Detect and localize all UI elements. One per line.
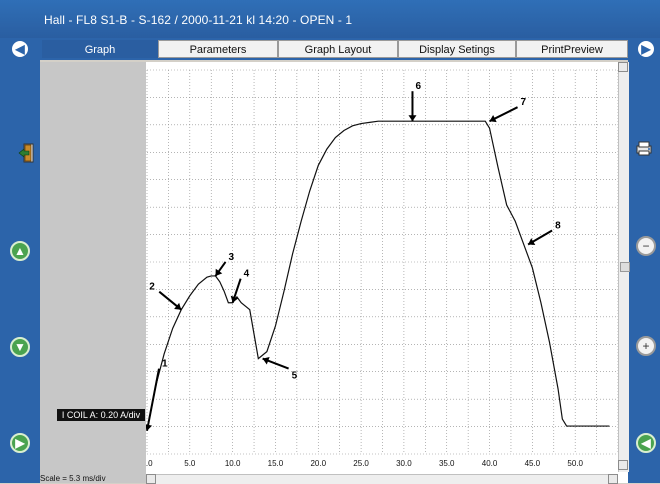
tab-graph-layout[interactable]: Graph Layout (278, 40, 398, 58)
green-down-icon[interactable]: ▼ (10, 337, 30, 357)
tab-graph[interactable]: Graph (42, 40, 158, 58)
annotation-arrowhead (262, 357, 270, 365)
waveform-line (146, 120, 610, 431)
annotation-arrowhead (174, 302, 182, 310)
x-tick-label: 25.0 (353, 459, 369, 468)
vertical-scroll-thumb[interactable] (620, 262, 630, 272)
annotation-arrow (146, 368, 160, 431)
annotation-arrowhead (408, 115, 417, 122)
plot-area (146, 62, 628, 483)
right-toolbar (628, 60, 660, 483)
x-tick-label: 0.0 (146, 459, 153, 468)
annotation-label: 2 (149, 282, 155, 293)
exit-door-icon[interactable] (17, 142, 35, 164)
green-right-icon[interactable]: ▶ (10, 433, 30, 453)
green-left-icon[interactable]: ◀ (636, 433, 656, 453)
x-tick-label: 10.0 (225, 459, 241, 468)
annotation-arrowhead (230, 295, 239, 303)
x-tick-label: 45.0 (525, 459, 541, 468)
annotation-arrowhead (146, 424, 153, 431)
annotation-arrowhead (528, 238, 536, 245)
x-tick-label: 5.0 (184, 459, 196, 468)
tab-print-preview[interactable]: PrintPreview (516, 40, 628, 58)
annotation-label: 4 (244, 269, 250, 280)
x-tick-label: 50.0 (567, 459, 583, 468)
left-toolbar (0, 60, 40, 483)
window-titlebar: Hall - FL8 S1-B - S-162 / 2000-11-21 kl … (0, 0, 660, 38)
x-tick-label: 15.0 (268, 459, 284, 468)
annotation-label: 7 (521, 97, 527, 108)
x-tick-label: 35.0 (439, 459, 455, 468)
y-channel-caption: I COIL A: 0.20 A/div (57, 409, 145, 421)
annotation-label: 1 (162, 359, 168, 370)
zoom-in-icon[interactable]: + (636, 336, 656, 356)
scroll-down-button[interactable] (618, 460, 628, 470)
printer-icon[interactable] (635, 140, 653, 156)
annotation-label: 8 (555, 221, 561, 232)
zoom-out-icon[interactable]: − (636, 236, 656, 256)
x-tick-label: 40.0 (482, 459, 498, 468)
tab-display-settings[interactable]: Display Setings (398, 40, 516, 58)
nav-left-icon[interactable]: ◀ (10, 39, 30, 59)
green-up-icon[interactable]: ▲ (10, 241, 30, 261)
nav-right-icon[interactable]: ▶ (636, 39, 656, 59)
scroll-up-button[interactable] (618, 62, 628, 72)
annotation-label: 3 (229, 252, 235, 263)
annotation-arrowhead (215, 268, 223, 276)
horizontal-scrollbar[interactable] (146, 474, 618, 484)
annotation-arrowhead (489, 114, 497, 123)
tab-parameters[interactable]: Parameters (158, 40, 278, 58)
window-title: Hall - FL8 S1-B - S-162 / 2000-11-21 kl … (44, 13, 353, 27)
graph-chart[interactable]: 0.0 5.0 10.0 15.0 20.0 25.0 30.0 35.0 40.0 45.0 50… (146, 62, 628, 483)
x-tick-label: 20.0 (310, 459, 326, 468)
annotation-label: 5 (292, 371, 298, 382)
x-tick-label: 30.0 (396, 459, 412, 468)
scale-label: Scale = 5.3 ms/div (40, 474, 106, 483)
vertical-scrollbar[interactable] (618, 62, 630, 472)
annotation-label: 6 (415, 81, 421, 92)
